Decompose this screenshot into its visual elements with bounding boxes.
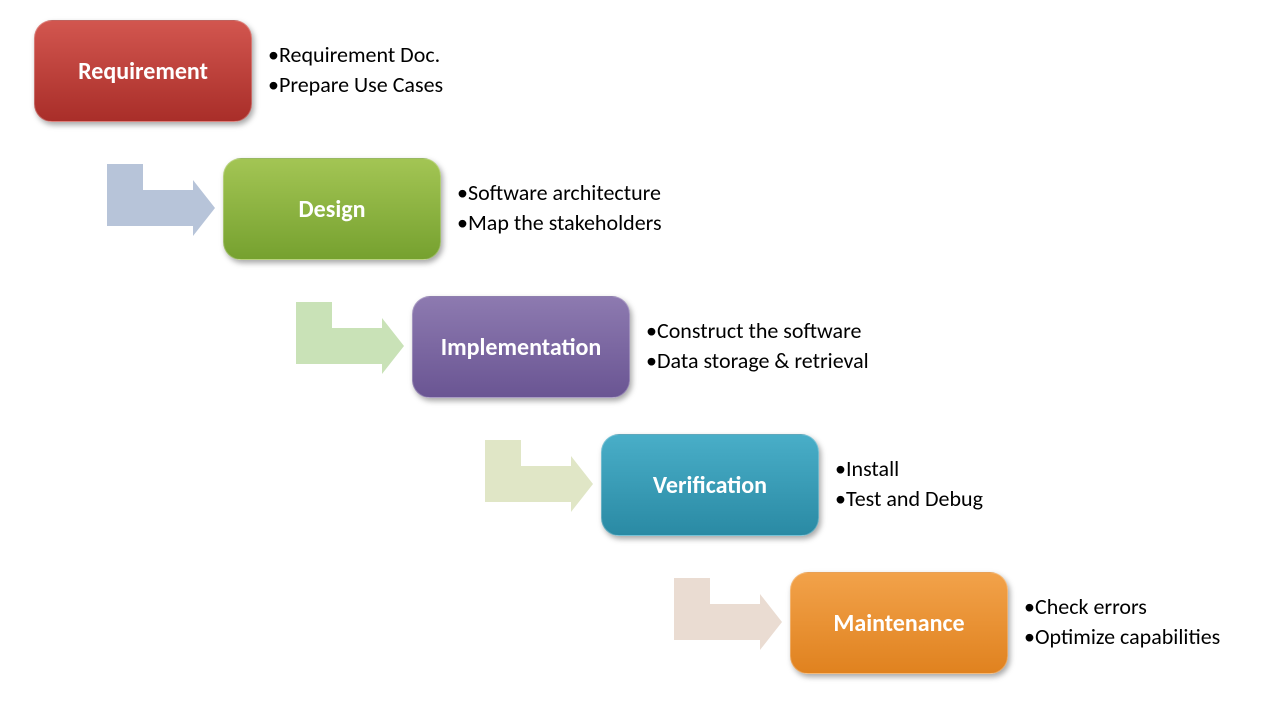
flow-arrow-icon — [107, 164, 215, 241]
bullet-item: Construct the software — [646, 316, 869, 346]
stage-requirement: RequirementRequirement Doc.Prepare Use C… — [34, 20, 252, 122]
flow-arrow-icon — [296, 302, 404, 379]
bullet-item: Check errors — [1024, 592, 1220, 622]
stage-bullets-verification: InstallTest and Debug — [835, 454, 983, 513]
stage-box-requirement: Requirement — [34, 20, 252, 122]
stage-label: Verification — [653, 471, 767, 500]
flow-arrow-icon — [485, 440, 593, 517]
bullet-item: Install — [835, 454, 983, 484]
stage-box-implementation: Implementation — [412, 296, 630, 398]
stage-bullets-implementation: Construct the softwareData storage & ret… — [646, 316, 869, 375]
stage-box-verification: Verification — [601, 434, 819, 536]
flow-arrow-icon — [674, 578, 782, 655]
stage-maintenance: MaintenanceCheck errorsOptimize capabili… — [790, 572, 1008, 674]
stage-label: Requirement — [78, 57, 208, 86]
stage-bullets-requirement: Requirement Doc.Prepare Use Cases — [268, 40, 443, 99]
stage-box-design: Design — [223, 158, 441, 260]
stage-label: Maintenance — [833, 609, 964, 638]
stage-label: Implementation — [441, 333, 602, 362]
bullet-item: Data storage & retrieval — [646, 346, 869, 376]
bullet-item: Prepare Use Cases — [268, 70, 443, 100]
stage-bullets-design: Software architectureMap the stakeholder… — [457, 178, 662, 237]
stage-verification: VerificationInstallTest and Debug — [601, 434, 819, 536]
bullet-item: Optimize capabilities — [1024, 622, 1220, 652]
bullet-item: Requirement Doc. — [268, 40, 443, 70]
bullet-item: Map the stakeholders — [457, 208, 662, 238]
stage-box-maintenance: Maintenance — [790, 572, 1008, 674]
stage-implementation: ImplementationConstruct the softwareData… — [412, 296, 630, 398]
bullet-item: Test and Debug — [835, 484, 983, 514]
stage-design: DesignSoftware architectureMap the stake… — [223, 158, 441, 260]
stage-bullets-maintenance: Check errorsOptimize capabilities — [1024, 592, 1220, 651]
bullet-item: Software architecture — [457, 178, 662, 208]
stage-label: Design — [299, 195, 366, 224]
